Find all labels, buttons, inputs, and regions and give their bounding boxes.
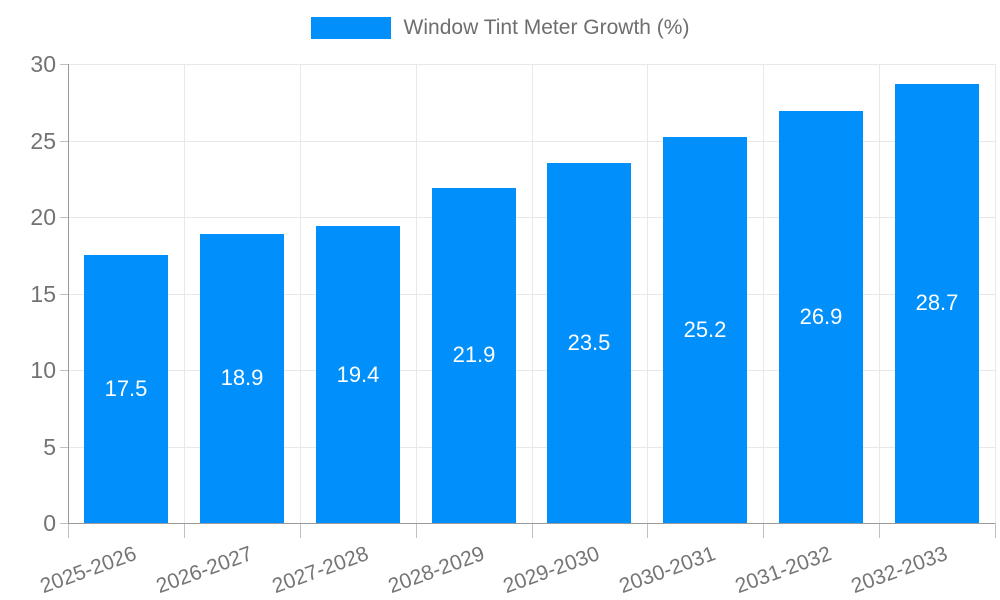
y-axis-tick xyxy=(60,217,68,218)
x-axis-tick xyxy=(995,523,996,538)
bar[interactable] xyxy=(84,255,168,523)
y-axis-tick-label: 15 xyxy=(30,281,56,307)
y-axis-tick xyxy=(60,370,68,371)
y-axis-tick xyxy=(60,64,68,65)
bar[interactable] xyxy=(663,137,747,523)
y-axis-tick-label: 25 xyxy=(30,128,56,154)
y-axis-tick-label: 30 xyxy=(30,51,56,77)
legend-swatch-icon xyxy=(310,17,391,39)
gridline-horizontal xyxy=(68,217,995,218)
y-axis-tick xyxy=(60,523,68,524)
legend[interactable]: Window Tint Meter Growth (%) xyxy=(0,16,1000,40)
x-axis-tick xyxy=(763,523,764,538)
y-axis-tick-label: 0 xyxy=(43,510,56,536)
gridline-vertical xyxy=(532,64,533,523)
bar[interactable] xyxy=(316,226,400,523)
gridline-horizontal xyxy=(68,141,995,142)
bar[interactable] xyxy=(432,188,516,523)
x-axis-tick xyxy=(184,523,185,538)
x-axis-tick xyxy=(416,523,417,538)
gridline-horizontal xyxy=(68,64,995,65)
y-axis-tick xyxy=(60,141,68,142)
gridline-horizontal xyxy=(68,294,995,295)
gridline-vertical xyxy=(647,64,648,523)
y-axis-tick xyxy=(60,447,68,448)
gridline-vertical xyxy=(763,64,764,523)
y-axis-tick-label: 5 xyxy=(43,434,56,460)
gridline-horizontal xyxy=(68,447,995,448)
bar[interactable] xyxy=(200,234,284,523)
x-axis-tick xyxy=(300,523,301,538)
x-axis-tick xyxy=(68,523,69,538)
gridline-vertical xyxy=(416,64,417,523)
bar[interactable] xyxy=(547,163,631,523)
gridline-vertical xyxy=(995,64,996,523)
legend-label: Window Tint Meter Growth (%) xyxy=(403,16,690,39)
gridline-vertical xyxy=(184,64,185,523)
gridline-vertical xyxy=(879,64,880,523)
bar[interactable] xyxy=(779,111,863,523)
bar[interactable] xyxy=(895,84,979,523)
x-axis-line xyxy=(68,523,995,524)
y-axis-tick-label: 20 xyxy=(30,204,56,230)
x-axis-tick xyxy=(532,523,533,538)
y-axis-tick-label: 10 xyxy=(30,357,56,383)
x-axis-tick xyxy=(879,523,880,538)
x-axis-tick xyxy=(647,523,648,538)
y-axis-tick xyxy=(60,294,68,295)
gridline-horizontal xyxy=(68,370,995,371)
gridline-vertical xyxy=(300,64,301,523)
y-axis-line xyxy=(68,64,69,523)
